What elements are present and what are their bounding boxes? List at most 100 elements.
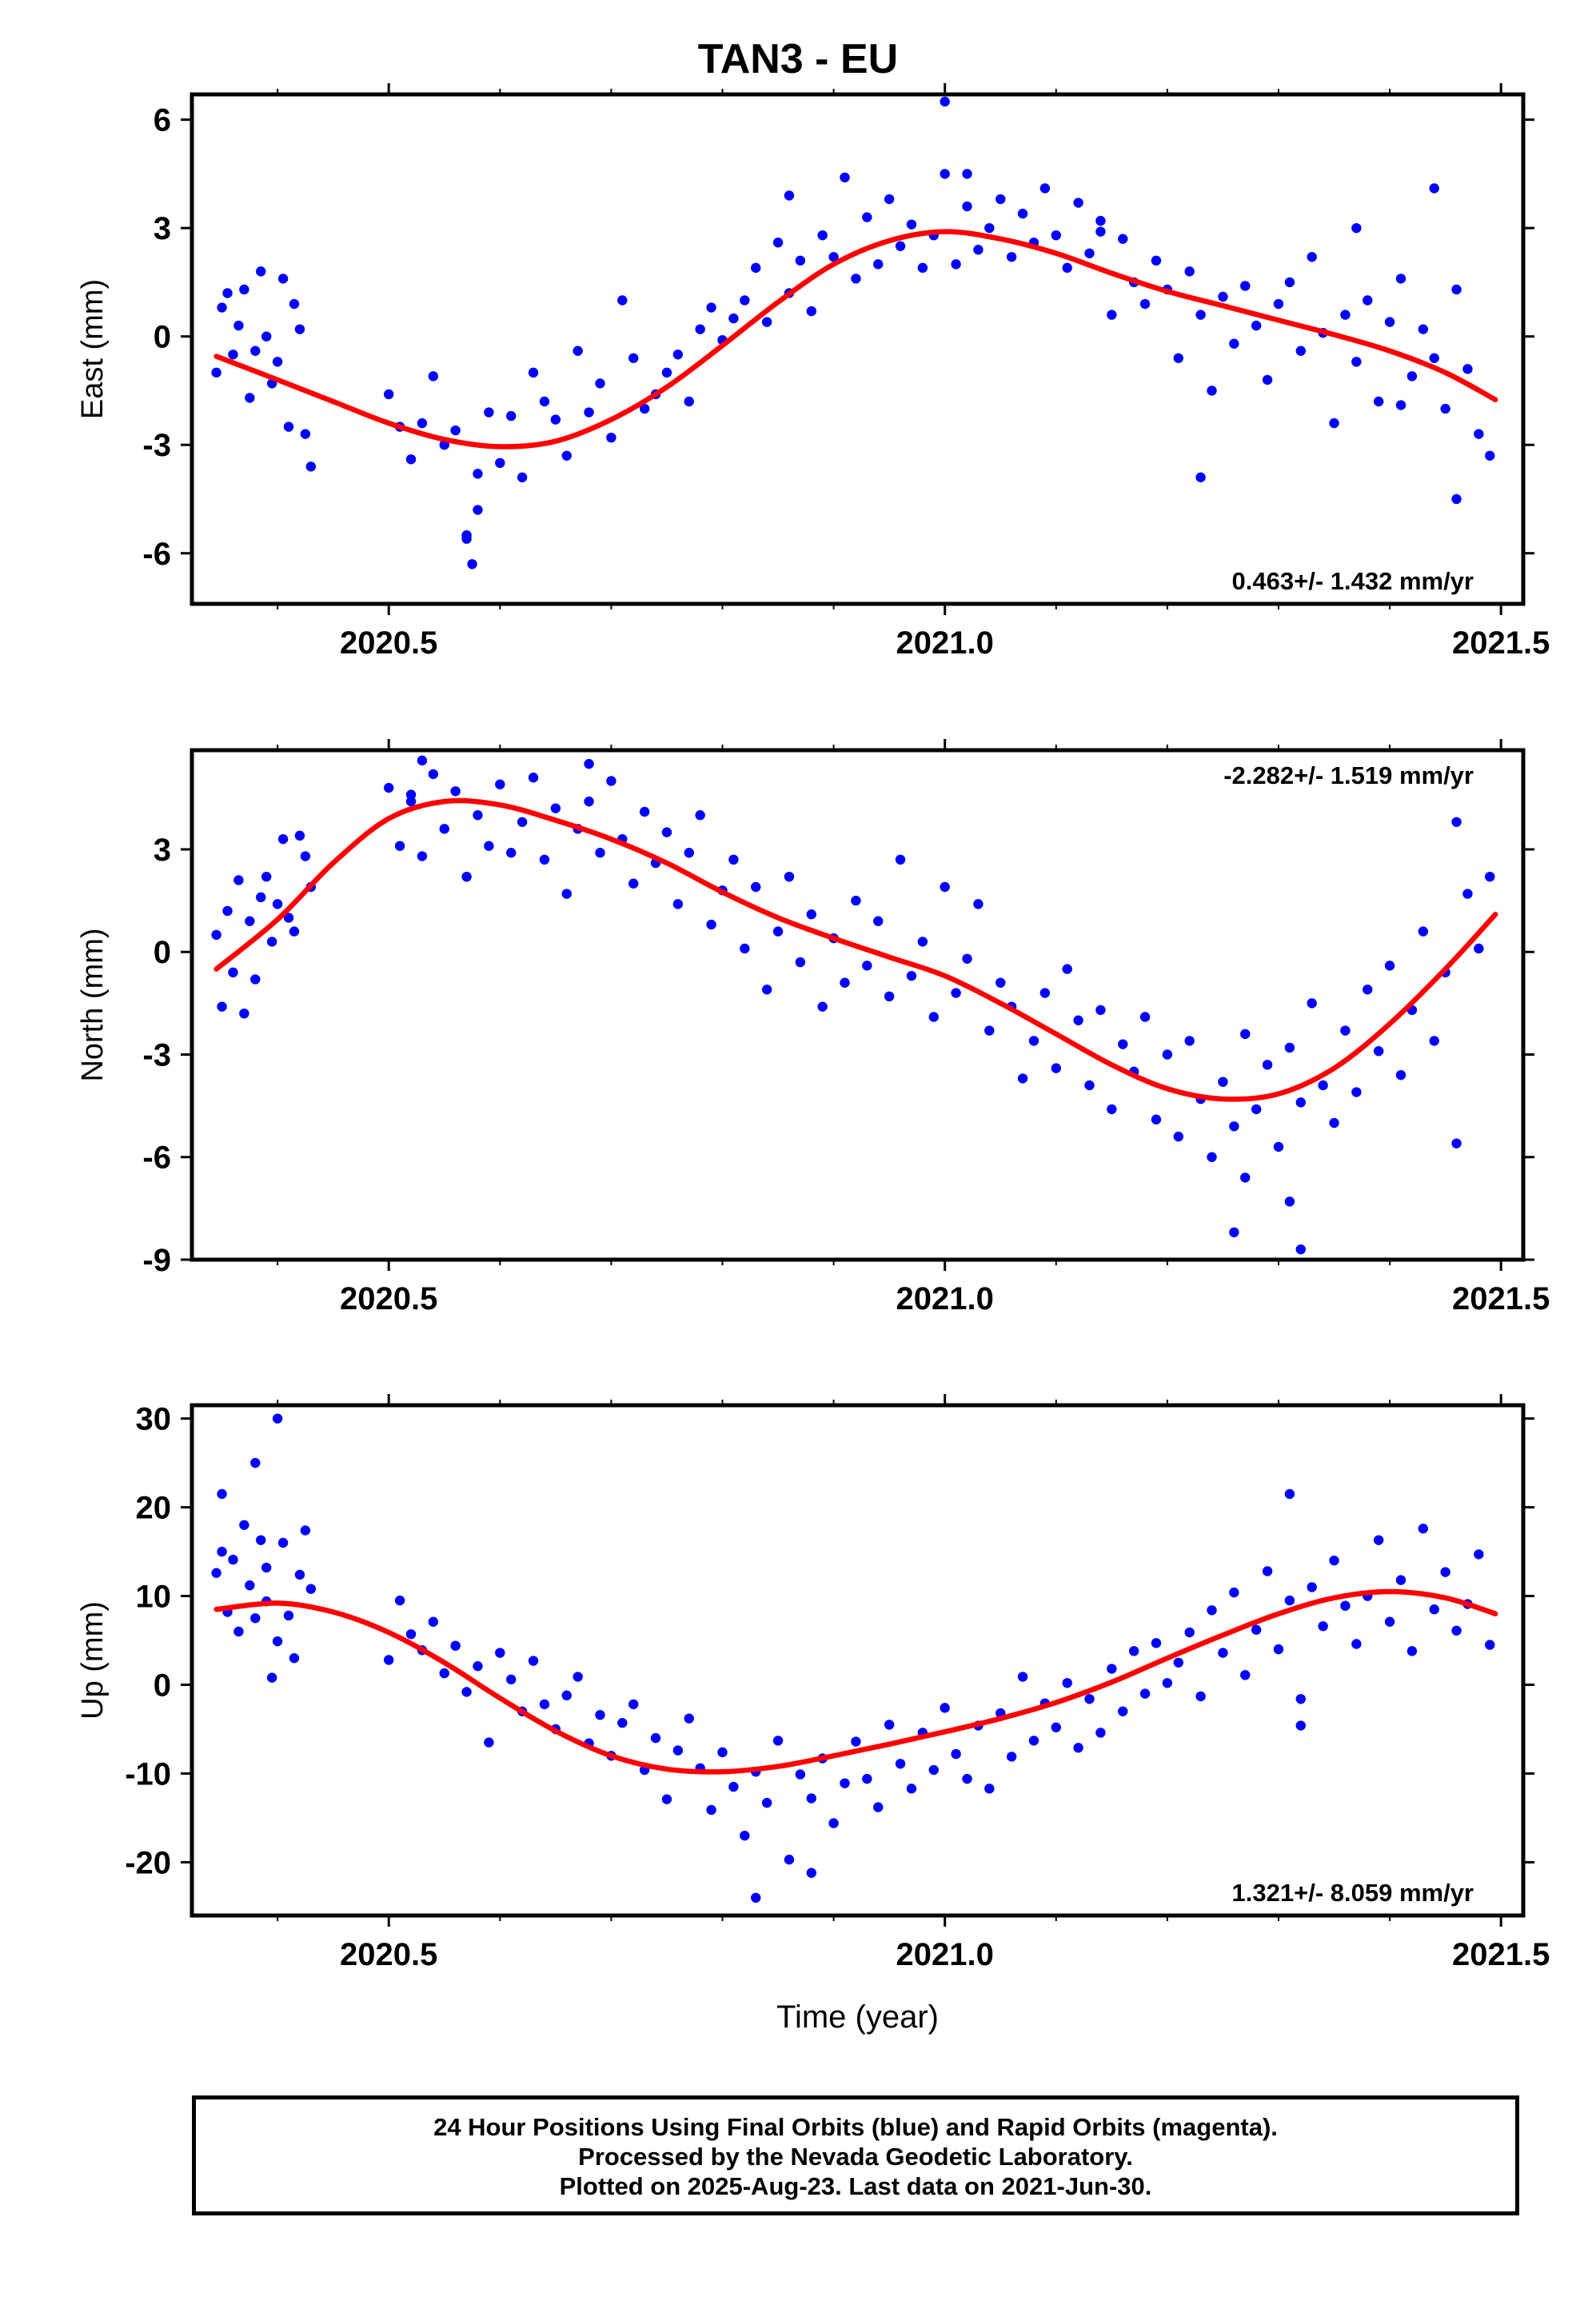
data-point [484,841,494,851]
data-point [884,991,895,1002]
data-point [550,414,561,425]
data-point [272,357,283,367]
data-point [940,1703,950,1713]
data-point [1429,1604,1439,1615]
data-point [1251,320,1262,331]
data-point [1363,985,1373,995]
data-point [1273,298,1284,310]
data-point [417,417,428,429]
x-tick-label: 2021.0 [896,625,994,661]
y-tick-label: 20 [136,1491,172,1526]
data-point [672,350,684,360]
y-tick-label: 6 [154,103,171,138]
data-point [1095,226,1106,237]
data-point [606,776,616,786]
data-point [806,909,816,920]
data-point [539,854,550,865]
data-point [740,943,750,954]
rate-annotation: -2.282+/- 1.519 mm/yr [1223,761,1474,789]
data-point [851,274,861,284]
data-point [772,1736,784,1746]
data-point [1373,1535,1384,1545]
data-point [450,1640,461,1651]
x-tick-label: 2020.5 [340,625,437,661]
data-point [1451,1138,1462,1149]
data-point [1240,1670,1251,1680]
data-point [484,1737,494,1748]
data-point [1173,1657,1183,1668]
data-point [1451,493,1462,505]
data-point [1273,1141,1284,1153]
data-point [272,899,283,909]
data-point [951,1748,961,1760]
data-point [951,988,961,998]
data-point [384,1655,394,1665]
data-point [740,295,750,306]
data-point [222,288,233,298]
data-point [862,1773,872,1784]
data-point [917,262,928,274]
data-point [1307,1582,1317,1592]
data-point [940,881,950,893]
data-points [211,755,1498,1255]
data-point [584,407,594,417]
data-point [1340,1600,1351,1611]
plot-frame [190,92,1526,606]
data-point [1162,1049,1173,1060]
footer-line-1: 24 Hour Positions Using Final Orbits (bl… [433,2113,1278,2141]
fit-curve [213,229,1498,449]
data-point [1262,374,1273,386]
data-point [639,806,650,817]
data-point [1462,889,1473,899]
data-point [428,1616,439,1627]
data-point [795,1769,806,1780]
y-axis-label: East (mm) [76,279,110,419]
data-point [895,1759,906,1769]
data-point [728,313,739,324]
data-point [506,1674,517,1685]
y-axis-label: North (mm) [76,928,110,1081]
data-point [1028,1036,1039,1046]
data-point [289,926,300,937]
data-point [561,1690,572,1701]
data-point [239,1008,249,1019]
x-tick-label: 2021.5 [1452,625,1550,661]
data-point [806,1868,816,1878]
data-point [528,1656,539,1666]
fit-curve [213,797,1498,1102]
data-point [256,892,266,903]
data-point [1295,1097,1307,1108]
data-point [428,769,439,780]
data-point [573,346,583,356]
footer-note: 24 Hour Positions Using Final Orbits (bl… [192,2095,1519,2215]
data-point [617,1718,628,1728]
data-point [784,190,795,201]
data-point [1363,295,1373,306]
data-point [1073,1743,1083,1753]
y-tick-label: -10 [125,1756,171,1792]
data-point [751,1892,761,1904]
data-point [1440,403,1450,414]
data-point [1373,396,1384,407]
y-tick-label: -6 [142,537,171,572]
data-point [772,926,784,937]
data-point [239,284,249,295]
data-point [1395,400,1406,410]
data-point [851,1736,861,1747]
data-point [873,916,884,926]
data-point [450,786,461,797]
data-point [1162,1678,1173,1688]
data-point [417,755,428,766]
data-point [539,1699,550,1710]
data-point [1151,1114,1162,1125]
data-point [239,1520,249,1530]
y-tick-label: -9 [142,1243,171,1278]
data-point [1207,1605,1217,1616]
data-point [917,937,928,947]
data-point [450,425,461,436]
data-point [1218,291,1228,302]
data-point [277,274,289,284]
data-point [1084,1694,1095,1704]
data-point [561,889,572,899]
